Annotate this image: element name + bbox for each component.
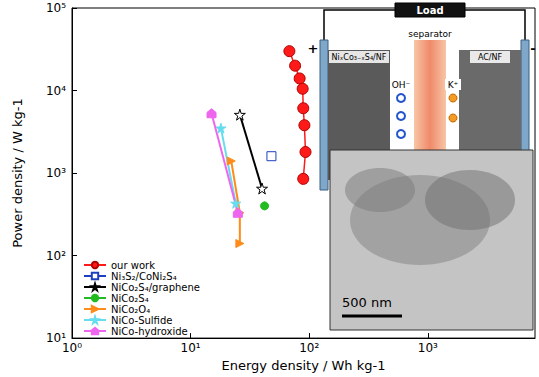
svg-text:K⁺: K⁺ bbox=[448, 80, 459, 90]
svg-text:10³: 10³ bbox=[418, 341, 438, 355]
svg-text:Energy density / Wh kg-1: Energy density / Wh kg-1 bbox=[222, 358, 386, 373]
svg-text:Power density / W kg-1: Power density / W kg-1 bbox=[10, 98, 25, 247]
svg-text:Ni₃S₂/CoNi₂S₄: Ni₃S₂/CoNi₂S₄ bbox=[111, 271, 177, 282]
svg-text:10⁰: 10⁰ bbox=[62, 341, 82, 355]
svg-text:NiCo-Sulfide: NiCo-Sulfide bbox=[111, 315, 172, 326]
svg-text:10⁴: 10⁴ bbox=[46, 84, 66, 98]
svg-text:10¹: 10¹ bbox=[45, 331, 66, 346]
svg-text:NiₓCo₃₋ₓS₄/NF: NiₓCo₃₋ₓS₄/NF bbox=[332, 53, 387, 62]
svg-text:10²: 10² bbox=[46, 249, 66, 263]
svg-text:OH⁻: OH⁻ bbox=[392, 80, 411, 90]
svg-text:10³: 10³ bbox=[46, 166, 66, 180]
svg-text:our work: our work bbox=[111, 260, 155, 271]
svg-text:-: - bbox=[530, 41, 535, 56]
svg-text:AC/NF: AC/NF bbox=[478, 53, 503, 62]
svg-text:10⁵: 10⁵ bbox=[46, 1, 66, 15]
svg-text:NiCo₂O₄: NiCo₂O₄ bbox=[111, 304, 150, 315]
svg-text:NiCo₂S₄/graphene: NiCo₂S₄/graphene bbox=[111, 282, 200, 293]
svg-text:+: + bbox=[308, 41, 319, 56]
svg-text:10²: 10² bbox=[299, 341, 319, 355]
svg-text:Load: Load bbox=[416, 5, 443, 16]
svg-text:500 nm: 500 nm bbox=[342, 295, 392, 310]
svg-text:10¹: 10¹ bbox=[181, 341, 201, 355]
svg-text:NiCo₂S₄: NiCo₂S₄ bbox=[111, 293, 149, 304]
svg-text:NiCo-hydroxide: NiCo-hydroxide bbox=[111, 326, 188, 337]
svg-text:separator: separator bbox=[408, 29, 452, 39]
